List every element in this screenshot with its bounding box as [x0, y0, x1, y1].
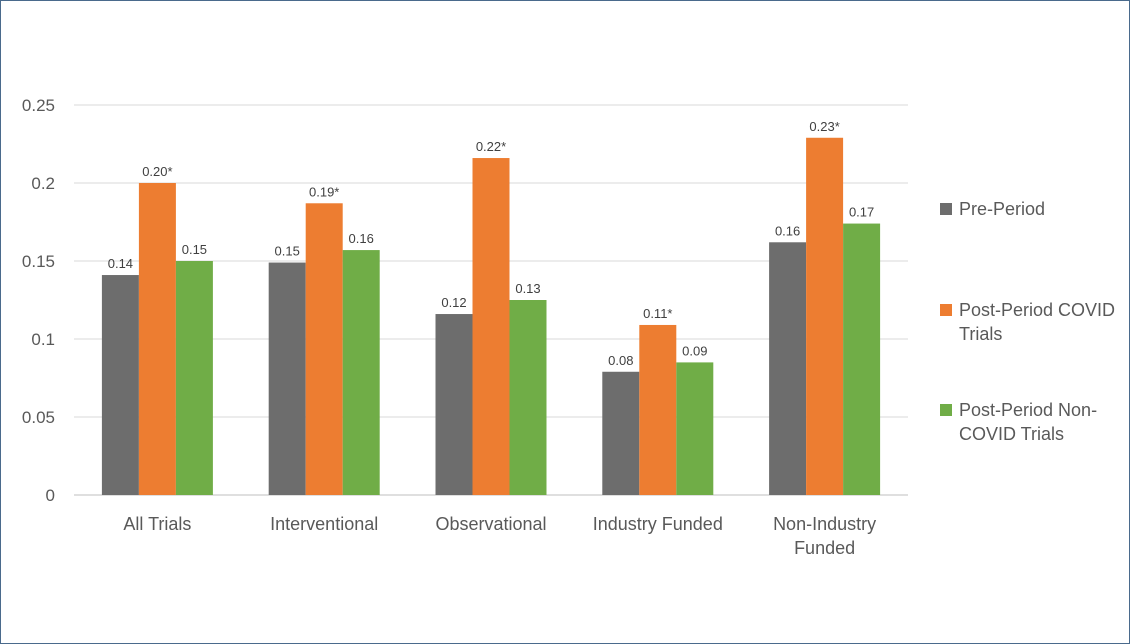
data-label: 0.09 — [682, 343, 707, 358]
bar — [602, 371, 640, 495]
bar — [676, 362, 714, 495]
bar — [509, 300, 547, 495]
data-label: 0.12 — [441, 295, 466, 310]
x-category-label: Funded — [794, 538, 855, 558]
y-tick-label: 0.15 — [22, 252, 55, 271]
legend-label: Trials — [959, 324, 1002, 344]
data-label: 0.11* — [643, 306, 672, 321]
y-tick-label: 0 — [46, 486, 55, 505]
data-label: 0.15 — [275, 244, 300, 259]
legend-label: Post-Period COVID — [959, 300, 1115, 320]
data-label: 0.20* — [142, 164, 172, 179]
data-label: 0.16 — [775, 223, 800, 238]
data-label: 0.13 — [515, 281, 540, 296]
bar — [138, 183, 176, 495]
data-label: 0.19* — [309, 184, 339, 199]
x-category-label: Observational — [435, 514, 546, 534]
data-label: 0.14 — [108, 256, 133, 271]
x-category-label: Non-Industry — [773, 514, 876, 534]
legend-swatch — [940, 203, 952, 215]
bar — [639, 324, 677, 495]
data-label: 0.16 — [349, 231, 374, 246]
y-tick-label: 0.25 — [22, 96, 55, 115]
bar — [342, 250, 380, 495]
x-category-label: Interventional — [270, 514, 378, 534]
x-category-label: Industry Funded — [593, 514, 723, 534]
bar — [435, 314, 473, 495]
legend-label: Post-Period Non- — [959, 400, 1097, 420]
data-label: 0.15 — [182, 242, 207, 257]
bar — [769, 242, 807, 495]
bar — [175, 261, 213, 495]
data-label: 0.22* — [476, 139, 506, 154]
legend-swatch — [940, 304, 952, 316]
bar — [806, 137, 844, 495]
bar — [472, 158, 510, 496]
y-tick-label: 0.05 — [22, 408, 55, 427]
bar — [843, 223, 881, 495]
legend-label: COVID Trials — [959, 424, 1064, 444]
bar — [305, 203, 343, 495]
x-category-label: All Trials — [123, 514, 191, 534]
data-label: 0.08 — [608, 353, 633, 368]
y-tick-label: 0.2 — [31, 174, 55, 193]
data-label: 0.23* — [809, 119, 839, 134]
y-tick-label: 0.1 — [31, 330, 55, 349]
bar — [101, 275, 139, 495]
bar — [268, 262, 306, 495]
legend-swatch — [940, 404, 952, 416]
legend-label: Pre-Period — [959, 199, 1045, 219]
data-label: 0.17 — [849, 205, 874, 220]
